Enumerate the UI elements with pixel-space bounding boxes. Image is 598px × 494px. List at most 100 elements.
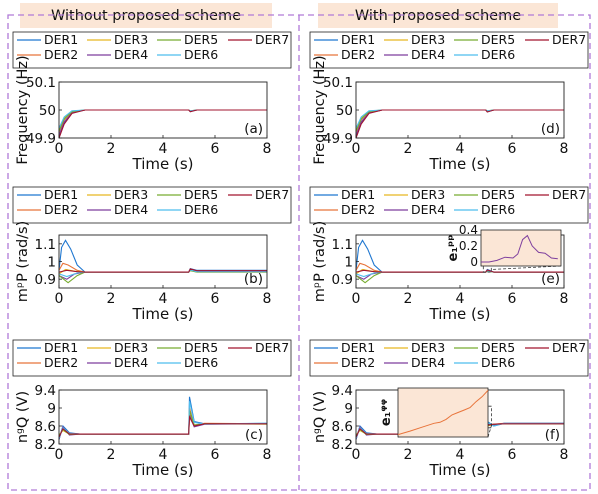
- series-line-der5-e: [355, 270, 564, 284]
- y-axis-label-e: mᵖP (rad/s): [312, 221, 328, 303]
- series-line-der3-a: [58, 109, 267, 130]
- legend-label-der2-d: DER2: [341, 47, 375, 62]
- x-tick-label-b-4: 8: [263, 291, 272, 307]
- legend-label-der2-f: DER2: [341, 355, 375, 370]
- panel-tag-b: (b): [244, 271, 263, 287]
- x-axis-label-b: Time (s): [132, 305, 194, 323]
- legend-label-der5-d: DER5: [481, 32, 515, 47]
- legend-label-der1-d: DER1: [341, 32, 375, 47]
- inset-frame-f: [397, 387, 489, 438]
- y-tick-label-c-1: 8.6: [35, 419, 56, 435]
- x-tick-label-f-4: 8: [560, 447, 569, 463]
- x-tick-label-a-2: 4: [159, 141, 168, 157]
- legend-label-der5-b: DER5: [184, 187, 218, 202]
- series-line-der7-b: [58, 268, 267, 273]
- x-tick-label-b-3: 6: [211, 291, 220, 307]
- y-axis-label-d: Frequency (Hz): [312, 55, 328, 164]
- y-tick-label-c-2: 9: [47, 401, 56, 417]
- x-tick-label-c-4: 8: [263, 447, 272, 463]
- legend-label-der3-a: DER3: [114, 32, 148, 47]
- x-tick-label-e-1: 2: [404, 291, 413, 307]
- legend-label-der1-a: DER1: [44, 32, 78, 47]
- legend-label-der3-c: DER3: [114, 340, 148, 355]
- legend-label-der1-f: DER1: [341, 340, 375, 355]
- x-tick-label-c-2: 4: [159, 447, 168, 463]
- y-tick-label-a-2: 50.1: [26, 75, 56, 91]
- series-line-der4-c: [58, 414, 268, 440]
- series-line-der1-c: [58, 396, 268, 440]
- legend-label-der6-d: DER6: [481, 47, 515, 62]
- y-tick-label-c-3: 9.4: [35, 383, 56, 399]
- series-line-der4-d: [355, 109, 564, 136]
- x-tick-label-b-2: 4: [159, 291, 168, 307]
- legend-label-der7-b: DER7: [255, 187, 289, 202]
- legend-label-der5-f: DER5: [481, 340, 515, 355]
- series-line-der5-a: [58, 109, 267, 132]
- header-with-scheme-label: With proposed scheme: [354, 7, 522, 24]
- series-line-der2-a: [58, 109, 267, 133]
- legend-label-der3-e: DER3: [411, 187, 445, 202]
- series-line-der7-c: [58, 414, 267, 438]
- legend-label-der1-c: DER1: [44, 340, 78, 355]
- inset-y-tick-label-e-0: 0: [470, 255, 478, 269]
- y-tick-label-e-2: 1.1: [332, 237, 353, 253]
- legend-label-der2-e: DER2: [341, 202, 375, 217]
- x-axis-label-f: Time (s): [429, 461, 491, 479]
- x-tick-label-e-0: 0: [352, 291, 361, 307]
- x-axis-label-e: Time (s): [429, 305, 491, 323]
- header-without-scheme-label: Without proposed scheme: [50, 7, 242, 24]
- legend-label-der7-d: DER7: [552, 32, 586, 47]
- inset-connector-b-e: [491, 265, 562, 270]
- panel-tag-f: (f): [545, 427, 560, 443]
- inset-y-label-f: e₁ᵠᵠ: [379, 399, 394, 426]
- legend-box-e: [309, 186, 589, 224]
- x-tick-label-f-3: 6: [508, 447, 517, 463]
- series-line-der6-c: [58, 401, 268, 439]
- y-tick-label-f-3: 9.4: [332, 383, 353, 399]
- legend-label-der5-c: DER5: [184, 340, 218, 355]
- x-tick-label-b-0: 0: [55, 291, 64, 307]
- x-tick-label-f-1: 2: [404, 447, 413, 463]
- plot-frame-c: [58, 389, 268, 445]
- series-line-der7-d: [355, 109, 564, 139]
- x-axis-label-d: Time (s): [429, 155, 491, 173]
- panel-tag-a: (a): [244, 121, 263, 137]
- legend-label-der2-a: DER2: [44, 47, 78, 62]
- x-tick-label-b-1: 2: [107, 291, 116, 307]
- series-line-der2-d: [355, 109, 564, 133]
- x-tick-label-f-0: 0: [352, 447, 361, 463]
- series-line-der1-d: [355, 109, 564, 139]
- y-tick-label-f-1: 8.6: [332, 419, 353, 435]
- y-tick-label-b-1: 1: [47, 255, 56, 271]
- y-tick-label-d-2: 50.1: [323, 75, 353, 91]
- legend-label-der6-e: DER6: [481, 202, 515, 217]
- x-tick-label-d-1: 2: [404, 141, 413, 157]
- y-tick-label-c-0: 8.2: [35, 437, 56, 453]
- y-tick-label-b-0: 0.9: [35, 272, 56, 288]
- y-tick-label-d-1: 50: [336, 103, 353, 119]
- legend-box-b: [12, 186, 292, 224]
- series-line-der7-a: [58, 109, 267, 139]
- inset-y-tick-label-e-1: 0.2: [459, 239, 478, 253]
- y-axis-label-c: nᵍQ (V): [15, 391, 31, 443]
- y-tick-label-a-1: 50: [39, 103, 56, 119]
- inset-series-der2-f: [397, 390, 489, 436]
- x-tick-label-e-4: 8: [560, 291, 569, 307]
- legend-label-der6-f: DER6: [481, 355, 515, 370]
- legend-label-der4-f: DER4: [411, 355, 445, 370]
- series-line-der1-a: [58, 109, 267, 139]
- y-tick-label-d-0: 49.9: [323, 131, 353, 147]
- legend-label-der5-a: DER5: [184, 32, 218, 47]
- inset-y-tick-label-e-2: 0.4: [459, 223, 478, 237]
- legend-label-der2-b: DER2: [44, 202, 78, 217]
- legend-box-d: [309, 31, 589, 69]
- y-tick-label-e-0: 0.9: [332, 272, 353, 288]
- legend-label-der5-e: DER5: [481, 187, 515, 202]
- series-line-der5-d: [355, 109, 564, 132]
- legend-label-der7-a: DER7: [255, 32, 289, 47]
- inset-frame-e: [480, 229, 562, 267]
- series-line-der6-a: [58, 109, 267, 129]
- x-tick-label-a-3: 6: [211, 141, 220, 157]
- x-tick-label-d-4: 8: [560, 141, 569, 157]
